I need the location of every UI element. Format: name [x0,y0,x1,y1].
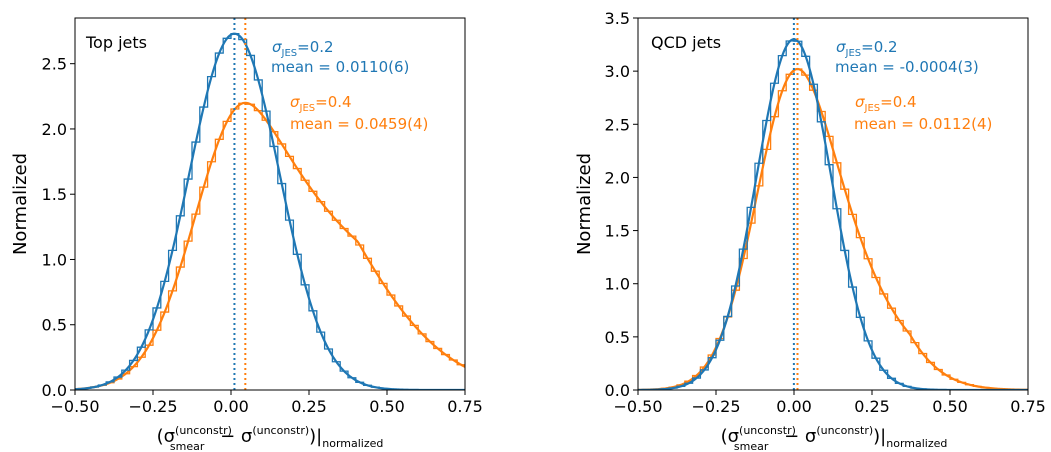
x-tick-label: −0.25 [128,397,177,416]
plot-frame [637,17,1029,391]
x-tick-label: −0.50 [50,397,99,416]
y-axis-label: Normalized [574,153,595,255]
y-tick-label: 3.5 [605,9,630,28]
series-0-sigma-annotation: σJES=0.2 [272,38,334,59]
x-tick-label: 0.50 [932,397,968,416]
y-tick-label: 1.5 [605,222,630,241]
panel-title: Top jets [85,33,147,52]
x-axis-label: (σ(unconstr) smear − σ(unconstr))|normali… [721,424,948,452]
series-0-mean-annotation: mean = -0.0004(3) [835,58,979,76]
x-tick-label: −0.50 [613,397,662,416]
y-tick-label: 2.0 [605,168,630,187]
x-ticks: −0.50 −0.25 0.00 0.25 0.50 0.75 [50,390,483,416]
series-1-mean-annotation: mean = 0.0459(4) [290,115,428,133]
series-0-histogram [75,33,465,390]
x-tick-label: 0.75 [1010,397,1046,416]
y-tick-label: 3.0 [605,62,630,81]
y-tick-label: 2.5 [605,115,630,134]
series-layer [75,32,465,390]
x-tick-label: 0.00 [776,397,812,416]
series-1-fit-curve [638,67,1028,390]
y-tick-label: 0.0 [605,381,630,400]
series-1-sigma-annotation: σJES=0.4 [855,93,917,114]
y-tick-label: 0.0 [42,381,67,400]
plot-frame [74,17,466,391]
series-0-sigma-annotation: σJES=0.2 [836,38,898,59]
x-tick-label: 0.25 [291,397,327,416]
x-axis-label: (σ(unconstr) smear − σ(unconstr))|normali… [157,424,384,452]
y-tick-label: 1.5 [42,185,67,204]
panel-qcd-jets: −0.50 −0.25 0.00 0.25 0.50 0.75 0.0 0.5 1.0 1.5 2… [574,9,1046,452]
x-tick-label: 0.75 [447,397,483,416]
panel-title: QCD jets [651,33,721,52]
y-ticks: 0.0 0.5 1.0 1.5 2.0 2.5 [42,55,75,400]
y-axis-label: Normalized [10,153,31,255]
x-ticks: −0.50 −0.25 0.00 0.25 0.50 0.75 [613,390,1046,416]
y-tick-label: 0.5 [42,316,67,335]
y-tick-label: 2.5 [42,55,67,74]
series-0-fit-curve [638,38,1028,390]
y-tick-label: 1.0 [605,275,630,294]
x-tick-label: 0.00 [213,397,249,416]
series-0-fit-curve [75,32,465,390]
series-0-histogram [638,40,1028,390]
series-1-mean-annotation: mean = 0.0112(4) [854,115,992,133]
x-tick-label: −0.25 [691,397,740,416]
series-0-mean-annotation: mean = 0.0110(6) [271,58,409,76]
mean-lines [792,18,799,390]
y-tick-label: 1.0 [42,250,67,269]
y-ticks: 0.0 0.5 1.0 1.5 2.0 2.5 3.0 3.5 [605,9,638,400]
panel-top-jets: −0.50 −0.25 0.00 0.25 0.50 0.75 0.0 0.5 1.0 1.5 2… [10,17,483,452]
mean-lines [233,18,247,390]
series-1-sigma-annotation: σJES=0.4 [290,93,352,114]
x-tick-label: 0.50 [369,397,405,416]
y-tick-label: 2.0 [42,120,67,139]
x-tick-label: 0.25 [854,397,890,416]
y-tick-label: 0.5 [605,328,630,347]
series-layer [638,38,1028,390]
